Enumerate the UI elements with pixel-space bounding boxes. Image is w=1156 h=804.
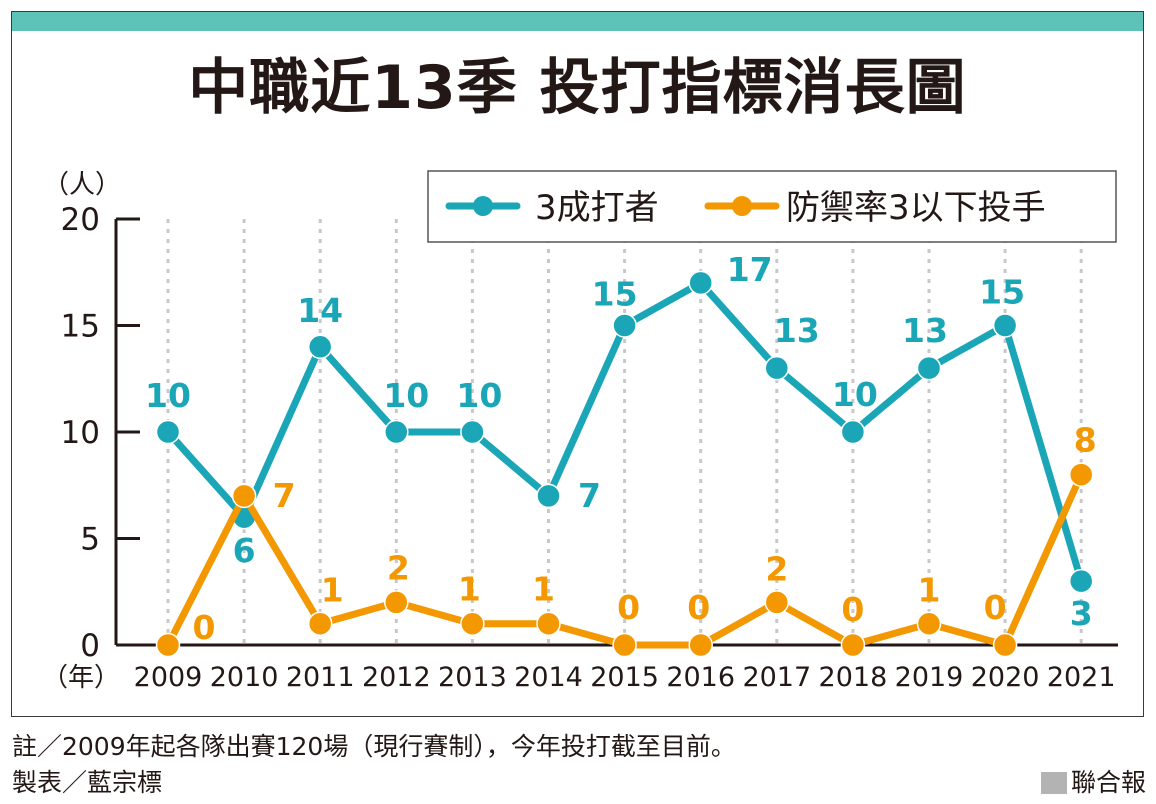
x-axis-label: （年） — [42, 663, 120, 693]
x-tick-label: 2019 — [895, 662, 964, 693]
data-label: 13 — [902, 311, 948, 350]
y-tick-label: 0 — [80, 628, 100, 664]
source-label: 聯合報 — [1040, 768, 1146, 798]
data-label: 17 — [727, 250, 773, 289]
data-point — [840, 419, 866, 445]
data-label: 15 — [979, 273, 1025, 312]
data-label: 7 — [578, 476, 601, 515]
data-label: 14 — [297, 291, 343, 330]
data-labels-2: 0 7 1 2 1 1 0 0 2 0 1 0 8 — [193, 421, 1097, 647]
legend-swatch-marker — [473, 196, 493, 216]
data-point — [307, 334, 333, 360]
data-point — [155, 632, 181, 658]
data-point — [916, 611, 942, 636]
data-label: 15 — [592, 275, 638, 314]
data-point — [155, 419, 181, 445]
x-tick-label: 2014 — [514, 662, 583, 693]
data-label: 0 — [687, 588, 710, 627]
series-1 — [155, 270, 1094, 594]
x-tick-label: 2017 — [742, 662, 811, 693]
credit-line: 製表／藍宗標 — [12, 768, 163, 797]
data-label: 1 — [532, 570, 555, 609]
x-tick-label: 2012 — [362, 662, 431, 693]
data-point — [688, 270, 713, 296]
data-label: 7 — [273, 476, 296, 515]
data-label: 1 — [321, 571, 344, 610]
chart-title: 中職近13季 投打指標消長圖 — [188, 53, 967, 123]
data-label: 13 — [774, 311, 820, 350]
data-point — [307, 611, 333, 636]
y-tick-label: 10 — [61, 415, 100, 451]
series-2 — [155, 462, 1094, 658]
data-label: 0 — [193, 608, 216, 647]
data-point — [992, 313, 1018, 338]
data-point — [916, 355, 942, 381]
x-tick-label: 2021 — [1047, 662, 1116, 693]
data-point — [992, 632, 1018, 658]
data-label: 10 — [832, 375, 878, 414]
data-point — [536, 611, 561, 636]
data-label: 6 — [233, 531, 256, 570]
data-point — [231, 483, 257, 509]
data-label: 2 — [387, 548, 410, 587]
data-point — [688, 632, 713, 658]
y-tick-label: 20 — [61, 202, 100, 238]
data-point — [1068, 462, 1094, 487]
data-point — [840, 632, 866, 658]
x-tick-label: 2018 — [819, 662, 888, 693]
data-point — [536, 483, 561, 509]
data-point — [764, 355, 790, 381]
data-label: 1 — [458, 570, 481, 609]
data-label: 10 — [383, 376, 429, 415]
x-tick-label: 2020 — [971, 662, 1040, 693]
data-point — [384, 419, 409, 445]
legend-entry-label: 防禦率3以下投手 — [786, 188, 1046, 228]
data-point — [612, 632, 637, 658]
chart-frame: 中職近13季 投打指標消長圖 — [11, 11, 1144, 717]
data-point — [764, 590, 790, 615]
data-label: 3 — [1070, 594, 1093, 633]
data-point — [384, 590, 409, 615]
data-label: 2 — [765, 549, 788, 588]
data-label: 0 — [841, 590, 864, 629]
x-tick-label: 2011 — [286, 662, 355, 693]
data-point — [460, 611, 485, 636]
y-tick-label: 15 — [61, 309, 100, 345]
x-tick-label: 2015 — [590, 662, 659, 693]
data-label: 8 — [1074, 421, 1097, 460]
title-bar-accent — [12, 12, 1143, 31]
source-mark-icon — [1040, 772, 1067, 794]
data-point — [460, 419, 485, 445]
x-tick-label: 2009 — [134, 662, 203, 693]
data-label: 10 — [456, 376, 502, 415]
legend-swatch-marker — [732, 196, 752, 216]
x-tick-label: 2010 — [210, 662, 279, 693]
source-text: 聯合報 — [1070, 768, 1146, 797]
x-tick-label: 2016 — [666, 662, 735, 693]
y-tick-label: 5 — [80, 522, 100, 558]
data-label: 10 — [145, 376, 191, 415]
data-point — [1068, 568, 1094, 594]
data-label: 1 — [918, 571, 941, 610]
footnote: 註／2009年起各隊出賽120場（現行賽制），今年投打截至目前。 — [12, 732, 736, 761]
y-axis-label: （人） — [43, 170, 121, 200]
data-point — [612, 313, 637, 338]
legend-entry-label: 3成打者 — [535, 188, 659, 228]
legend: 3成打者 防禦率3以下投手 — [427, 170, 1117, 243]
data-label: 0 — [617, 588, 640, 627]
x-tick-label: 2013 — [438, 662, 507, 693]
data-label: 0 — [984, 588, 1007, 627]
